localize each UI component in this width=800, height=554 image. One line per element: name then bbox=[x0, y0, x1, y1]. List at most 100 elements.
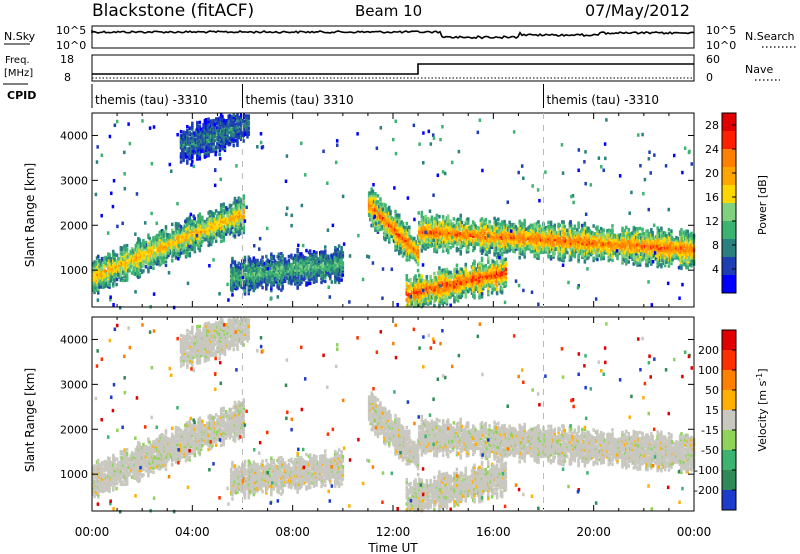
power-cell bbox=[310, 264, 313, 268]
power-cell bbox=[443, 274, 446, 278]
power-cell bbox=[262, 268, 266, 273]
power-cell bbox=[332, 260, 336, 265]
power-cell bbox=[320, 256, 323, 260]
power-cell bbox=[125, 258, 129, 262]
power-cell bbox=[508, 230, 511, 235]
power-cell bbox=[194, 140, 198, 145]
power-cell bbox=[473, 246, 476, 251]
power-cell bbox=[508, 240, 511, 245]
power-cell bbox=[463, 271, 466, 276]
power-cell bbox=[241, 263, 244, 267]
power-cell bbox=[251, 275, 254, 280]
power-cell bbox=[515, 231, 519, 236]
power-cell bbox=[473, 244, 476, 248]
power-cell bbox=[499, 275, 503, 280]
power-cell bbox=[420, 237, 424, 241]
power-cell bbox=[204, 128, 208, 132]
power-cell bbox=[419, 287, 422, 291]
power-cell bbox=[479, 274, 483, 278]
power-cell bbox=[449, 219, 452, 224]
power-cell bbox=[499, 222, 503, 227]
power-cell bbox=[291, 272, 294, 277]
power-cell bbox=[207, 145, 210, 150]
power-cell bbox=[413, 280, 416, 284]
power-cell bbox=[436, 281, 440, 285]
power-cell bbox=[239, 262, 243, 267]
power-cell bbox=[518, 227, 521, 232]
power-cell bbox=[120, 278, 124, 283]
power-cell bbox=[125, 266, 129, 270]
power-cell bbox=[208, 147, 212, 152]
power-cell bbox=[287, 262, 291, 267]
power-cell bbox=[475, 287, 479, 291]
power-cell bbox=[222, 144, 225, 149]
power-cell bbox=[433, 275, 436, 280]
power-cell bbox=[385, 233, 388, 237]
power-cell bbox=[492, 259, 495, 264]
power-cell bbox=[222, 146, 225, 151]
power-cell bbox=[218, 146, 222, 151]
power-cell bbox=[122, 269, 125, 273]
power-cell bbox=[490, 272, 494, 277]
power-cell bbox=[433, 221, 436, 225]
power-cell bbox=[179, 135, 183, 140]
power-cell bbox=[204, 152, 208, 156]
power-cell bbox=[456, 276, 460, 281]
power-cell bbox=[184, 137, 188, 141]
power-cell bbox=[371, 217, 375, 222]
power-cell bbox=[487, 282, 490, 287]
power-cell bbox=[425, 220, 429, 224]
power-cell bbox=[293, 265, 297, 270]
power-cell bbox=[456, 298, 460, 303]
power-cell bbox=[515, 243, 519, 248]
power-cell bbox=[477, 230, 480, 235]
power-cell bbox=[281, 286, 284, 290]
power-cell bbox=[448, 240, 451, 245]
power-cell bbox=[182, 242, 185, 247]
power-cell bbox=[202, 129, 205, 133]
power-cell bbox=[465, 248, 469, 252]
power-cell bbox=[149, 253, 153, 258]
power-cell bbox=[245, 124, 248, 128]
power-cell bbox=[456, 294, 460, 299]
power-cell bbox=[429, 301, 432, 305]
power-cell bbox=[276, 283, 279, 287]
power-cell bbox=[380, 216, 383, 221]
power-cell bbox=[429, 222, 432, 226]
power-cell bbox=[493, 253, 496, 257]
power-cell bbox=[176, 226, 179, 230]
power-cell bbox=[267, 279, 271, 284]
power-cell bbox=[222, 138, 225, 143]
power-cell bbox=[395, 245, 399, 250]
power-cell bbox=[193, 131, 197, 136]
power-cell bbox=[517, 245, 520, 249]
power-cell bbox=[171, 246, 174, 251]
power-cell bbox=[228, 209, 232, 214]
power-cell bbox=[341, 265, 345, 269]
power-cell bbox=[413, 288, 416, 292]
power-cell bbox=[231, 278, 234, 283]
power-cell bbox=[326, 254, 330, 258]
power-cell bbox=[434, 285, 437, 290]
power-cell bbox=[287, 266, 291, 271]
power-cell bbox=[216, 141, 219, 146]
power-cell bbox=[184, 224, 188, 229]
power-cell bbox=[495, 273, 499, 278]
power-cell bbox=[415, 290, 419, 295]
power-cell bbox=[179, 247, 183, 251]
power-cell bbox=[372, 199, 376, 204]
power-cell bbox=[251, 283, 254, 288]
power-cell bbox=[436, 221, 440, 225]
power-cell bbox=[216, 228, 219, 232]
power-cell bbox=[228, 215, 232, 220]
power-cell bbox=[105, 263, 109, 268]
power-cell bbox=[408, 297, 411, 301]
power-cell bbox=[463, 238, 466, 242]
power-cell bbox=[414, 255, 417, 260]
power-cell bbox=[198, 138, 202, 143]
power-cell bbox=[125, 270, 129, 274]
power-cell bbox=[192, 151, 195, 155]
power-cell bbox=[194, 130, 198, 135]
power-cell bbox=[297, 272, 301, 276]
power-cell bbox=[137, 257, 140, 261]
